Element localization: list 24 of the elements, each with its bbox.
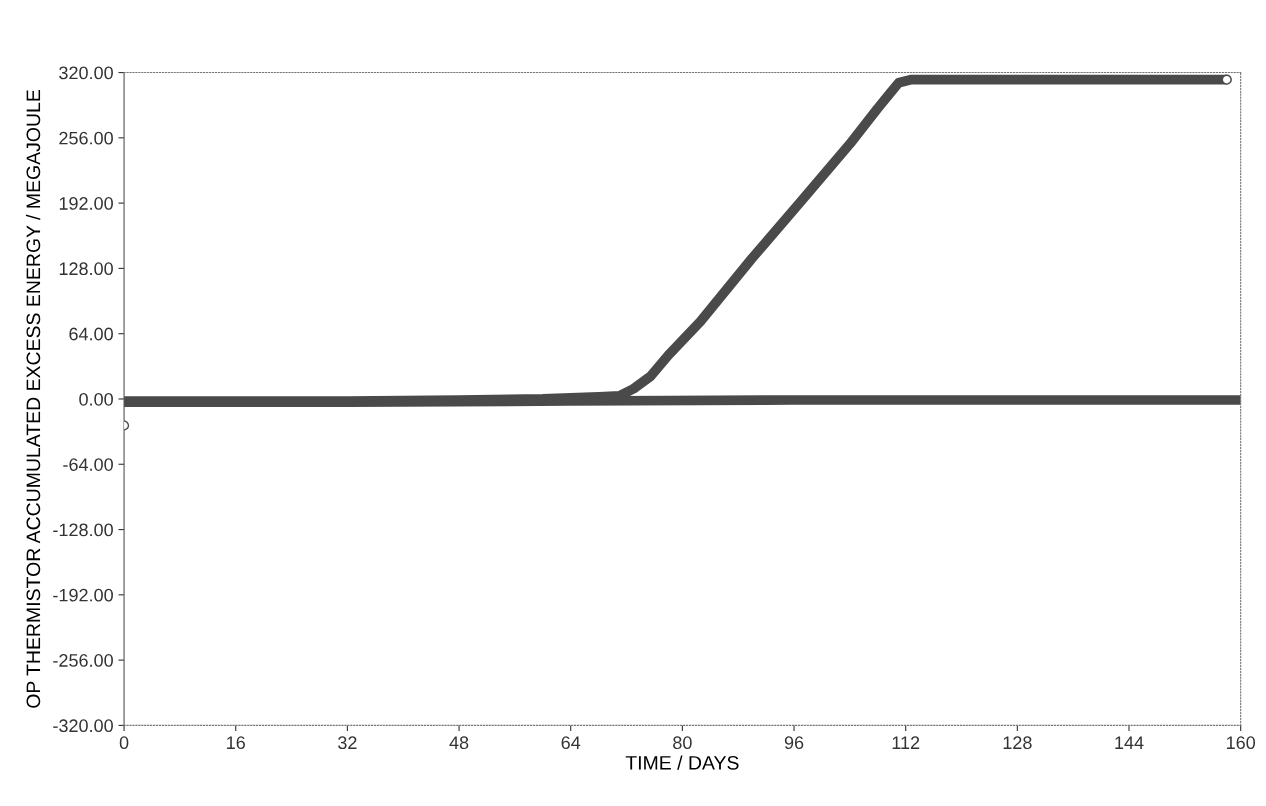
y-tick-label: 320.00 bbox=[59, 66, 113, 80]
x-tick-label: 0 bbox=[119, 736, 129, 750]
y-tick-label: 128.00 bbox=[59, 262, 113, 276]
x-tick-label: 64 bbox=[561, 736, 581, 750]
y-tick-label: 192.00 bbox=[59, 197, 113, 210]
x-tick-label: 32 bbox=[338, 736, 357, 750]
x-tick-label: 160 bbox=[1227, 736, 1256, 750]
y-tick-label: -192.00 bbox=[53, 588, 113, 602]
x-tick-label: 144 bbox=[1115, 736, 1144, 749]
y-tick-label: -128.00 bbox=[53, 523, 113, 537]
y-tick-label: -256.00 bbox=[53, 654, 113, 667]
x-axis-title: TIME / DAYS bbox=[625, 755, 739, 770]
x-tick-label: 48 bbox=[449, 736, 469, 750]
y-tick-label: 64.00 bbox=[69, 327, 113, 341]
x-tick-label: 96 bbox=[784, 736, 804, 750]
x-tick-label: 80 bbox=[673, 736, 692, 750]
y-axis-title: OP THERMISTOR ACCUMULATED EXCESS ENERGY / MEGAJOULE bbox=[25, 90, 41, 708]
y-tick-label: 0.00 bbox=[79, 392, 113, 406]
x-tick-label: 112 bbox=[892, 736, 920, 749]
y-tick-label: 256.00 bbox=[59, 131, 113, 145]
y-tick-label: -320.00 bbox=[53, 719, 113, 733]
y-tick-label: -64.00 bbox=[63, 458, 113, 471]
x-tick-label: 16 bbox=[227, 736, 245, 750]
x-tick-label: 128 bbox=[1003, 736, 1032, 750]
